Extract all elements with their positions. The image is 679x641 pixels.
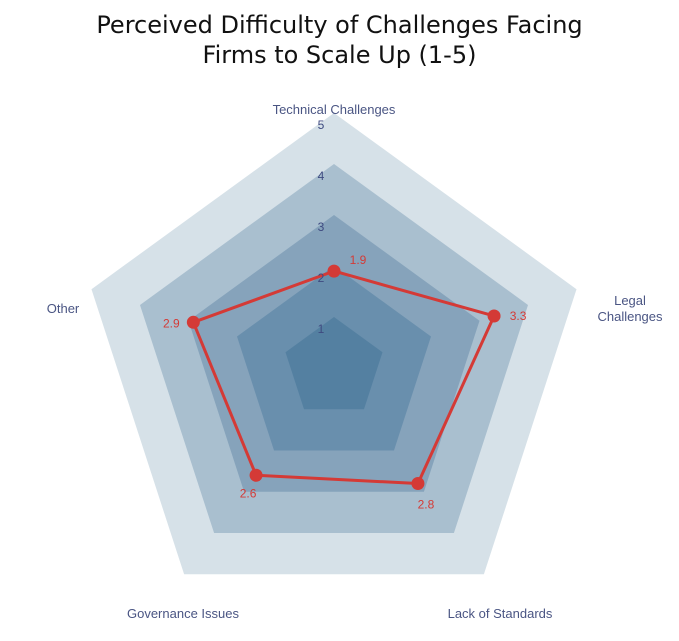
data-point-3 [411, 477, 425, 491]
chart-title-line-1: Perceived Difficulty of Challenges Facin… [96, 11, 583, 39]
radar-rings [91, 113, 577, 575]
data-label-4: 2.6 [240, 486, 257, 500]
radar-axis-labels: Technical Challenges Legal Challenges Lack … [47, 102, 663, 621]
axis-label-1: Technical Challenges [273, 102, 396, 117]
tick-label-1: 1 [318, 322, 325, 336]
data-point-5 [186, 315, 200, 329]
data-label-5: 2.9 [163, 316, 180, 330]
axis-label-5: Other [47, 301, 80, 316]
chart-title-line-2: Firms to Scale Up (1-5) [202, 41, 477, 69]
radar-series: 1.9 3.3 2.8 2.6 2.9 [163, 253, 527, 511]
axis-label-4: Governance Issues [127, 606, 240, 621]
data-point-4 [249, 468, 263, 482]
data-label-3: 2.8 [418, 498, 435, 512]
series-line [191, 269, 496, 486]
tick-label-4: 4 [318, 169, 325, 183]
data-label-2: 3.3 [510, 309, 527, 323]
data-point-1 [327, 264, 341, 278]
axis-label-3: Lack of Standards [448, 606, 553, 621]
tick-label-5: 5 [318, 118, 325, 132]
data-label-1: 1.9 [350, 253, 367, 267]
radar-tick-labels: 1 2 3 4 5 [318, 118, 325, 336]
axis-label-2: Legal Challenges [597, 293, 663, 324]
ring-level-1 [285, 317, 383, 410]
data-point-2 [487, 309, 501, 323]
tick-label-3: 3 [318, 220, 325, 234]
tick-label-2: 2 [318, 271, 325, 285]
chart-title: Perceived Difficulty of Challenges Facin… [0, 10, 679, 70]
